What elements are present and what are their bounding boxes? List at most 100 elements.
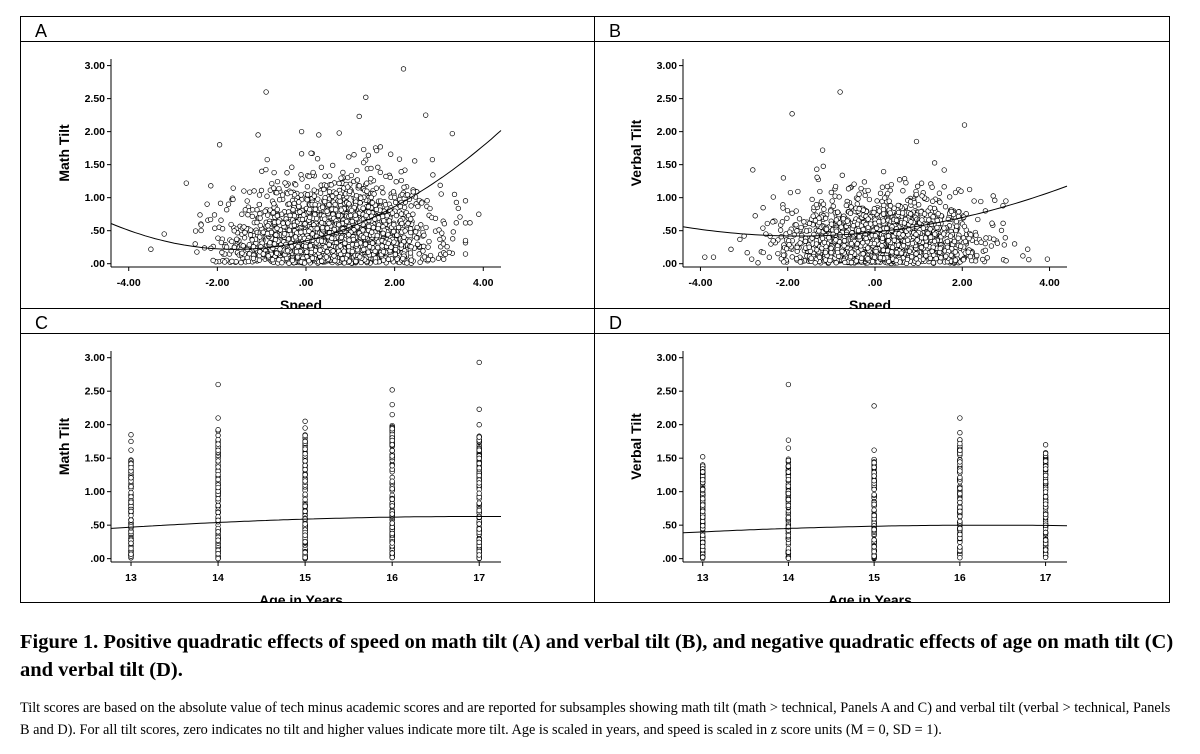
data-point [337,198,343,204]
data-point [775,250,781,257]
data-point [874,198,880,204]
data-point [898,250,905,256]
data-point [365,249,371,255]
data-point [228,221,234,228]
data-point [435,255,442,261]
data-point [948,208,954,215]
data-point [791,232,797,238]
data-point [903,180,909,186]
data-point [302,462,308,469]
data-point [362,241,369,247]
data-point [282,180,288,186]
data-point [128,438,134,445]
data-point [851,181,857,187]
data-point [889,244,896,250]
data-point [380,249,387,255]
data-point [363,94,369,100]
y-axis-title: Math Tilt [56,418,72,476]
data-point [450,229,456,235]
data-point [798,224,804,231]
data-point [437,236,443,243]
data-point [128,508,134,515]
data-point [318,238,325,244]
data-point [292,234,299,240]
data-point [317,190,324,196]
data-point [215,432,221,439]
data-point [427,205,433,212]
data-point [301,260,308,266]
data-point [728,246,734,252]
data-point [891,205,897,211]
x-tick-label: 2.00 [384,277,405,289]
data-point [966,186,973,193]
data-point [784,207,791,214]
data-point [330,248,336,254]
panel-d-header: D [595,309,1169,334]
data-point [302,496,308,503]
y-tick-label: 1.00 [657,192,678,204]
data-point [476,490,482,496]
data-point [128,545,134,552]
data-point [384,213,390,219]
data-point [366,209,372,215]
x-tick-label: -2.00 [776,277,800,289]
data-point [476,434,482,440]
data-point [913,138,920,145]
data-point [401,184,407,190]
data-point [281,231,288,237]
data-point [406,238,412,244]
data-point [274,225,280,231]
data-point [360,205,366,211]
data-point [265,253,271,259]
data-point [444,244,450,250]
data-point [779,219,786,225]
data-point [356,183,362,189]
data-point [350,236,357,243]
data-point [932,231,938,237]
data-point [806,220,813,227]
data-point [437,182,443,188]
data-point [843,202,849,209]
data-point [797,259,803,265]
data-point [371,191,377,197]
data-point [302,221,308,227]
data-point [287,212,293,219]
data-point [271,169,277,176]
data-point [258,187,265,194]
data-point [837,89,843,95]
data-point [770,219,776,225]
data-point [1011,241,1018,247]
data-point [850,223,857,229]
data-point [308,249,314,256]
data-point [393,179,399,185]
data-point [302,491,308,497]
data-point [241,188,247,194]
data-point [302,432,308,439]
data-point [879,235,886,241]
data-point [930,260,937,266]
data-point [215,555,221,562]
data-point [215,551,221,557]
data-point [420,248,426,254]
data-point [241,235,248,241]
data-point [909,254,915,260]
data-point [216,142,223,148]
data-point [833,228,840,234]
x-axis-title: Speed [849,297,891,308]
data-points [128,359,482,562]
data-point [389,530,395,537]
data-point [314,156,321,162]
data-point [867,221,874,227]
data-point [401,204,408,211]
x-axis-title: Age in Years [259,592,343,602]
data-point [307,206,313,213]
panel-b: B .00.50 1.00 1.50 2.00 2.50 3.00 -4.00 -2.00.0… [594,16,1170,309]
data-point [821,239,828,246]
data-point [893,257,899,264]
data-point [392,199,399,206]
y-tick-label: 3.00 [657,60,678,72]
data-point [863,235,869,242]
data-point [304,249,310,255]
data-point [314,225,320,232]
data-point [794,244,800,250]
